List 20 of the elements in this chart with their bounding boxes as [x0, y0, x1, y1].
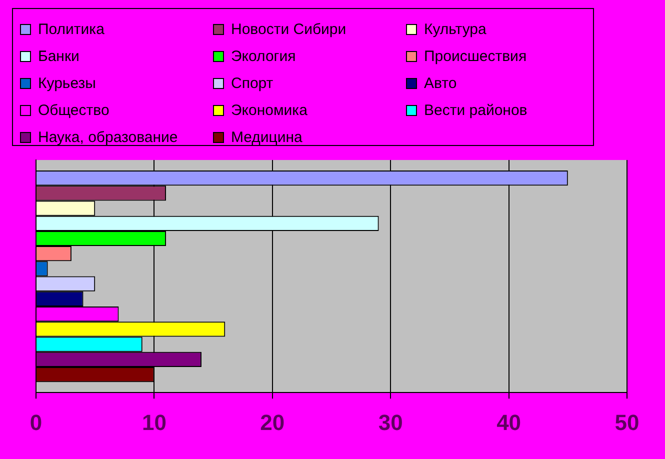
legend-label: Вести районов	[424, 102, 528, 119]
x-tick-label: 10	[142, 410, 166, 435]
x-tick-label: 0	[30, 410, 42, 435]
legend-label: Курьезы	[38, 75, 96, 92]
legend-label: Спорт	[231, 75, 274, 92]
legend-label: Наука, образование	[38, 129, 178, 146]
x-tick-label: 40	[496, 410, 522, 435]
legend-label: Политика	[38, 21, 104, 38]
legend-label: Происшествия	[424, 48, 527, 65]
legend-label: Культура	[424, 21, 486, 38]
legend-label: Общество	[38, 102, 110, 119]
x-tick-label: 50	[614, 410, 640, 435]
legend-label: Новости Сибири	[231, 21, 346, 38]
legend-label: Экономика	[231, 102, 308, 119]
x-tick-label: 20	[260, 410, 285, 435]
legend-label: Экология	[231, 48, 296, 65]
legend-label: Авто	[424, 75, 457, 92]
x-tick-label: 30	[378, 410, 403, 435]
legend-label: Банки	[38, 48, 80, 65]
legend-label: Медицина	[231, 129, 302, 146]
